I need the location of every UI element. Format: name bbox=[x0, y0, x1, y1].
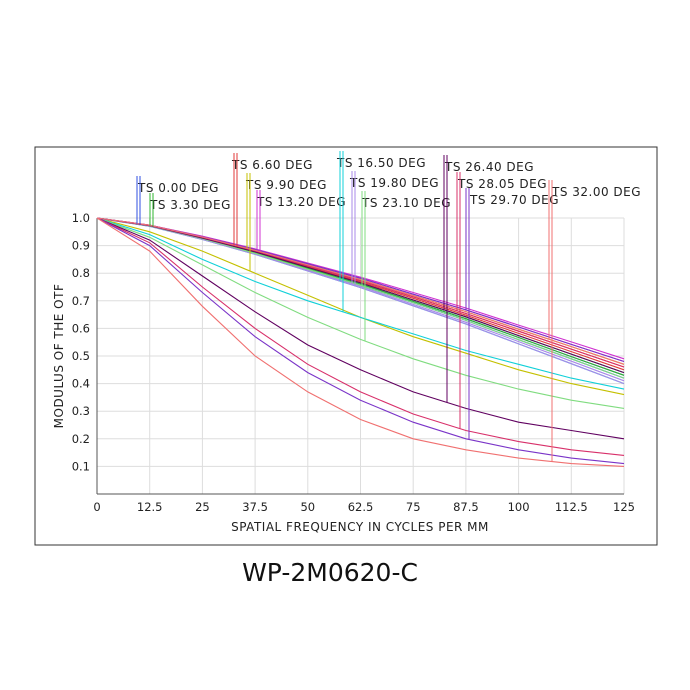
chart-title: WP-2M0620-C bbox=[242, 558, 418, 587]
legend-label: TS 26.40 DEG bbox=[444, 160, 534, 174]
legend-label: TS 32.00 DEG bbox=[551, 185, 641, 199]
legend-label: TS 23.10 DEG bbox=[361, 196, 451, 210]
mtf-curve bbox=[96, 217, 625, 440]
y-tick-label: 0.4 bbox=[72, 377, 90, 391]
mtf-curve bbox=[96, 217, 625, 456]
y-tick-label: 1.0 bbox=[72, 211, 90, 225]
legend-label: TS 16.50 DEG bbox=[336, 156, 426, 170]
y-tick-label: 0.1 bbox=[72, 459, 90, 473]
legend-label: TS 28.05 DEG bbox=[457, 177, 547, 191]
mtf-curve bbox=[96, 217, 625, 465]
legend-label: TS 6.60 DEG bbox=[231, 158, 313, 172]
y-axis-label: MODULUS OF THE OTF bbox=[52, 284, 66, 429]
y-tick-label: 0.2 bbox=[72, 432, 90, 446]
legend-label: TS 9.90 DEG bbox=[245, 178, 327, 192]
x-tick-label: 100 bbox=[508, 500, 530, 514]
x-tick-label: 87.5 bbox=[453, 500, 479, 514]
mtf-curve bbox=[96, 217, 625, 365]
mtf-curve bbox=[96, 217, 625, 467]
x-axis-label: SPATIAL FREQUENCY IN CYCLES PER MM bbox=[231, 520, 489, 534]
y-tick-label: 0.5 bbox=[72, 349, 90, 363]
x-tick-label: 125 bbox=[613, 500, 635, 514]
x-tick-label: 62.5 bbox=[348, 500, 374, 514]
legend-label: TS 0.00 DEG bbox=[137, 181, 219, 195]
y-tick-label: 0.3 bbox=[72, 404, 90, 418]
frame bbox=[34, 146, 658, 546]
x-tick-label: 12.5 bbox=[137, 500, 163, 514]
x-tick-label: 75 bbox=[406, 500, 421, 514]
y-tick-label: 0.8 bbox=[72, 266, 90, 280]
y-tick-label: 0.6 bbox=[72, 321, 90, 335]
x-tick-label: 0 bbox=[93, 500, 100, 514]
mtf-curve bbox=[96, 217, 625, 390]
y-tick-label: 0.7 bbox=[72, 294, 90, 308]
mtf-curve bbox=[96, 217, 625, 409]
legend-label: TS 29.70 DEG bbox=[469, 193, 559, 207]
mtf-curve bbox=[96, 217, 625, 374]
y-tick-label: 0.9 bbox=[72, 239, 90, 253]
legend-label: TS 3.30 DEG bbox=[149, 198, 231, 212]
x-tick-label: 112.5 bbox=[555, 500, 588, 514]
x-tick-label: 37.5 bbox=[242, 500, 268, 514]
legend-label: TS 19.80 DEG bbox=[349, 176, 439, 190]
x-tick-label: 50 bbox=[300, 500, 315, 514]
x-tick-label: 25 bbox=[195, 500, 210, 514]
legend-label: TS 13.20 DEG bbox=[256, 195, 346, 209]
